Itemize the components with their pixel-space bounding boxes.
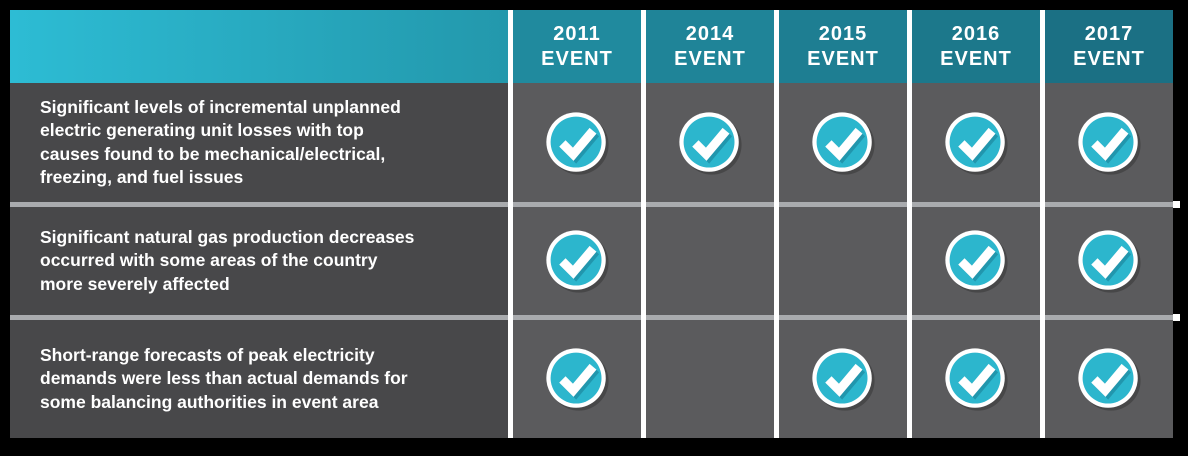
- header-cell-2016-event: 2016 EVENT: [912, 10, 1040, 83]
- row-separator: [912, 202, 1040, 207]
- row-separator: [1045, 314, 1180, 321]
- check-icon: [546, 230, 609, 293]
- check-cell: [513, 320, 641, 438]
- check-cell: [646, 83, 774, 202]
- check-cell: [646, 207, 774, 315]
- separator-notch: [1173, 314, 1180, 321]
- check-cell: [912, 83, 1040, 202]
- row-label: Significant levels of incremental unplan…: [10, 83, 508, 202]
- check-icon: [812, 348, 875, 411]
- check-icon: [812, 111, 875, 175]
- check-cell: [513, 207, 641, 315]
- row-separator: [912, 315, 1040, 320]
- row-separator: [646, 315, 774, 320]
- row-separator: [10, 202, 508, 207]
- row-label: Short-range forecasts of peak electricit…: [10, 320, 508, 438]
- check-cell: [646, 320, 774, 438]
- check-cell: [912, 320, 1040, 438]
- header-cell-2017-event: 2017 EVENT: [1045, 10, 1173, 83]
- row-separator: [779, 315, 907, 320]
- check-icon: [1078, 348, 1141, 411]
- check-cell: [779, 320, 907, 438]
- check-icon: [945, 111, 1008, 175]
- check-icon: [945, 348, 1008, 411]
- row-separator: [779, 202, 907, 207]
- check-icon: [546, 111, 609, 175]
- comparison-table: 2011 EVENT 2014 EVENT 2015 EVENT 2016 EV…: [10, 10, 1180, 438]
- row-separator: [513, 202, 641, 207]
- check-icon: [1078, 230, 1141, 293]
- check-cell: [779, 83, 907, 202]
- comparison-grid: 2011 EVENT 2014 EVENT 2015 EVENT 2016 EV…: [10, 10, 1180, 438]
- check-cell: [912, 207, 1040, 315]
- row-label: Significant natural gas production decre…: [10, 207, 508, 315]
- row-separator: [10, 315, 508, 320]
- check-icon: [1078, 111, 1141, 175]
- check-icon: [546, 348, 609, 411]
- check-cell: [1045, 83, 1173, 202]
- check-cell: [779, 207, 907, 315]
- check-cell: [1045, 320, 1173, 438]
- row-separator: [646, 202, 774, 207]
- check-cell: [1045, 207, 1173, 315]
- header-cell-2014-event: 2014 EVENT: [646, 10, 774, 83]
- header-cell-2015-event: 2015 EVENT: [779, 10, 907, 83]
- row-separator: [513, 315, 641, 320]
- check-icon: [679, 111, 742, 175]
- separator-notch: [1173, 201, 1180, 208]
- check-icon: [945, 230, 1008, 293]
- header-cell-2011-event: 2011 EVENT: [513, 10, 641, 83]
- header-cell-row-labels: [10, 10, 508, 83]
- row-separator: [1045, 201, 1180, 208]
- check-cell: [513, 83, 641, 202]
